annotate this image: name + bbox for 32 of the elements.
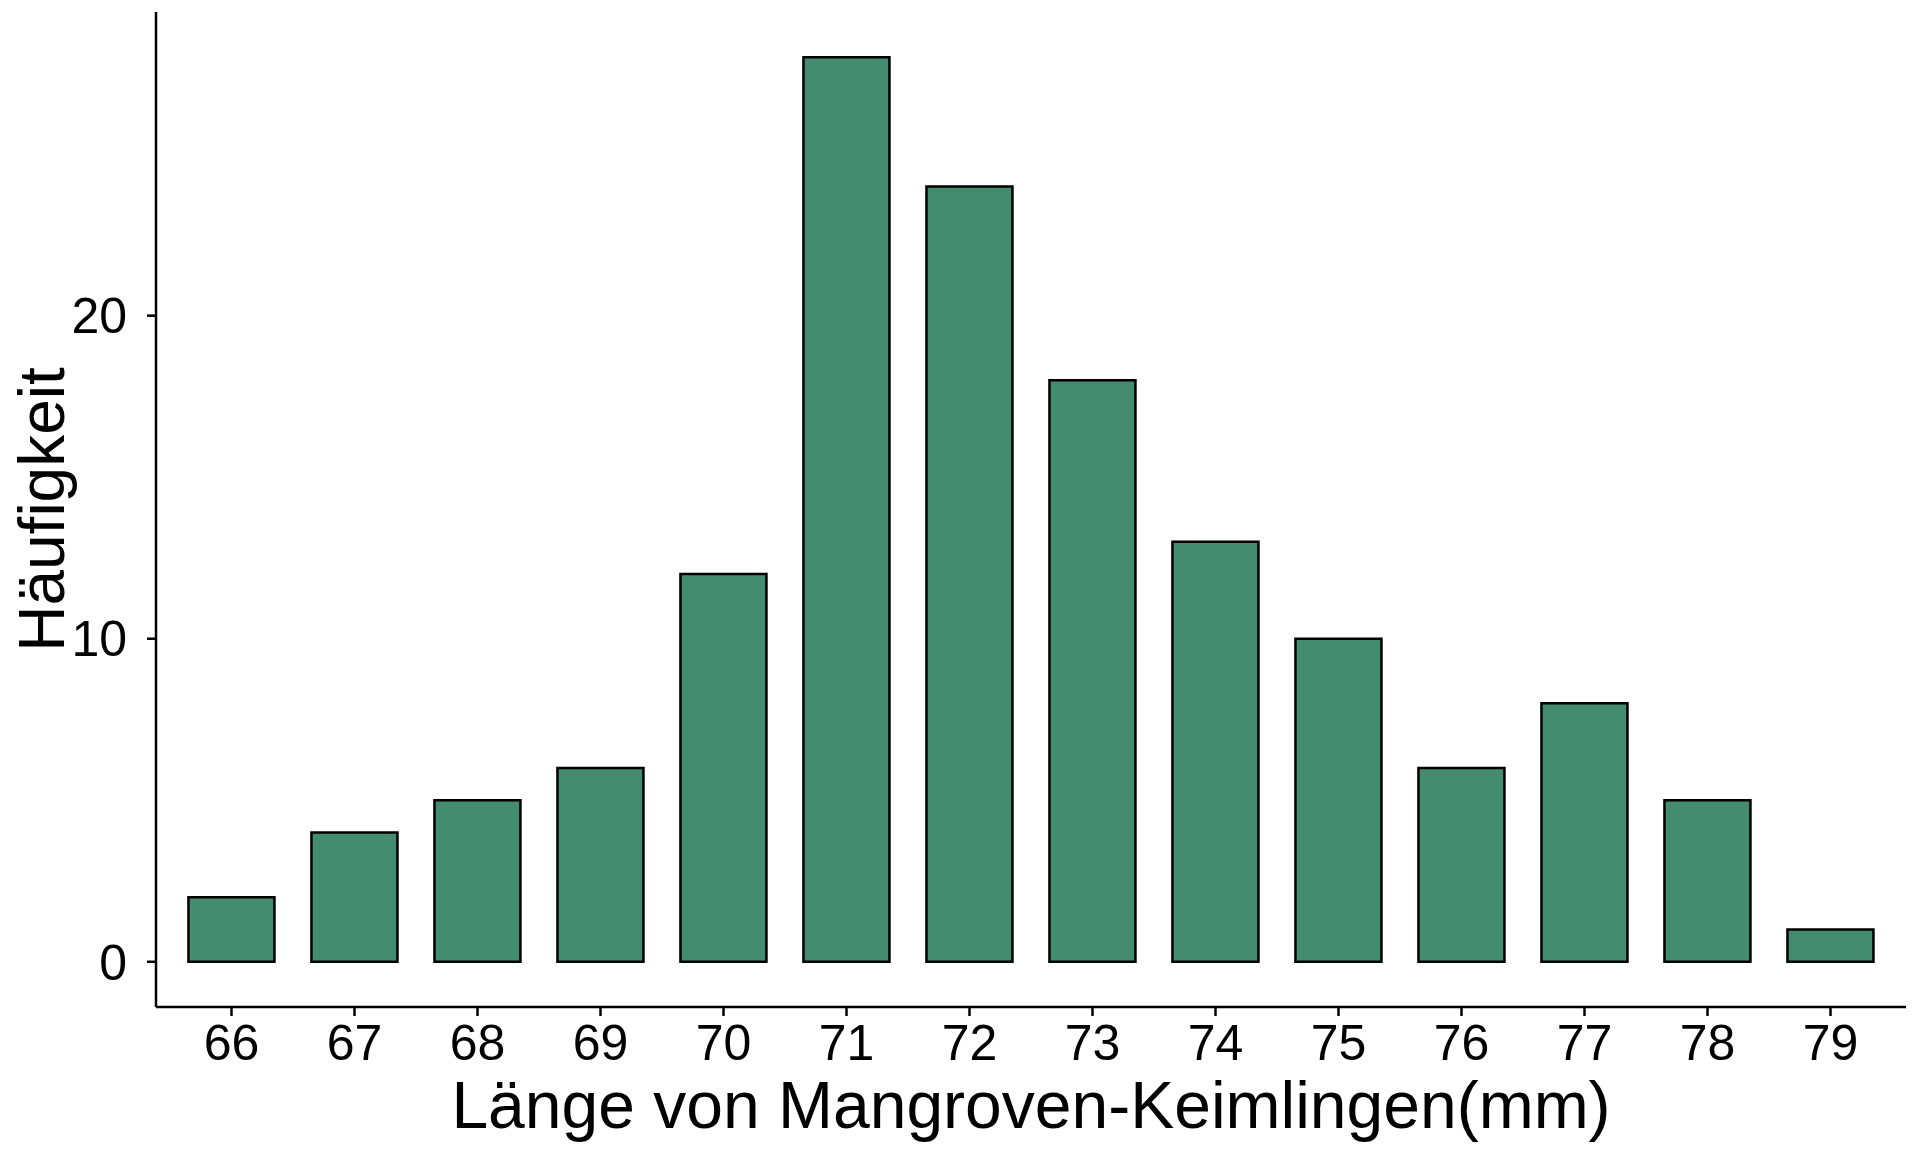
x-tick-label: 67 [326,1014,383,1071]
y-tick-label: 10 [71,611,127,668]
bar [679,572,768,964]
x-tick-label: 75 [1310,1014,1367,1071]
x-tick-label: 78 [1679,1014,1736,1071]
x-axis-title: Länge von Mangroven-Keimlingen(mm) [451,1068,1611,1143]
x-tick-label: 77 [1556,1014,1613,1071]
bar [187,895,276,964]
bar [1663,799,1752,964]
x-tick-label: 69 [572,1014,629,1071]
x-tick-label: 66 [203,1014,260,1071]
bar [925,185,1014,964]
x-tick-label: 72 [941,1014,998,1071]
bar [310,831,399,964]
bar [1417,766,1506,964]
x-tick-label: 71 [818,1014,875,1071]
y-tick-label: 20 [71,288,127,345]
x-tick-label: 76 [1433,1014,1490,1071]
x-tick-label: 74 [1187,1014,1244,1071]
bar [1048,379,1137,964]
bar [802,55,891,964]
bar [1171,540,1260,964]
y-tick-label: 0 [99,934,127,991]
bar [1540,702,1629,964]
x-tick-label: 68 [449,1014,506,1071]
bar [1786,928,1875,964]
bar [556,766,645,964]
x-tick-label: 79 [1802,1014,1859,1071]
x-tick-label: 73 [1064,1014,1121,1071]
bar [1294,637,1383,964]
bar [433,799,522,964]
x-tick-label: 70 [695,1014,752,1071]
